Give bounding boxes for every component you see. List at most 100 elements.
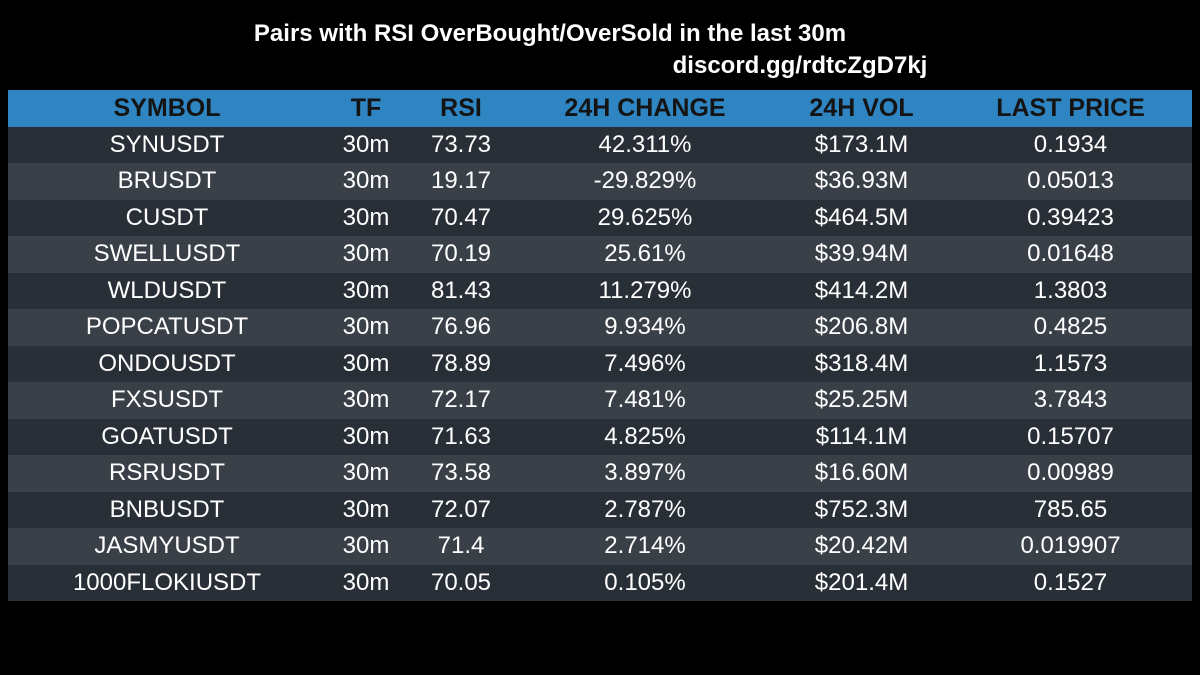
table-row: WLDUSDT 30m 81.43 11.279% $414.2M 1.3803 xyxy=(8,272,1192,309)
table-row: GOATUSDT 30m 71.63 4.825% $114.1M 0.15707 xyxy=(8,418,1192,455)
cell-vol: $318.4M xyxy=(814,349,909,377)
cell-vol: $20.42M xyxy=(814,532,909,560)
header-change: 24H CHANGE xyxy=(564,94,726,123)
cell-symbol: GOATUSDT xyxy=(101,422,233,450)
cell-price: 0.15707 xyxy=(1027,422,1114,450)
cell-tf: 30m xyxy=(342,386,390,414)
table-row: SWELLUSDT 30m 70.19 25.61% $39.94M 0.01648 xyxy=(8,236,1192,273)
table-row: FXSUSDT 30m 72.17 7.481% $25.25M 3.7843 xyxy=(8,382,1192,419)
cell-change: 2.787% xyxy=(604,495,686,523)
cell-rsi: 73.58 xyxy=(430,459,492,487)
cell-rsi: 70.05 xyxy=(430,568,492,596)
cell-rsi: 72.07 xyxy=(430,495,492,523)
cell-change: 25.61% xyxy=(604,240,686,268)
cell-price: 0.01648 xyxy=(1027,240,1114,268)
cell-symbol: SWELLUSDT xyxy=(93,240,241,268)
cell-symbol: 1000FLOKIUSDT xyxy=(72,568,262,596)
cell-rsi: 70.19 xyxy=(430,240,492,268)
table-row: SYNUSDT 30m 73.73 42.311% $173.1M 0.1934 xyxy=(8,126,1192,163)
cell-rsi: 73.73 xyxy=(430,130,492,158)
cell-vol: $201.4M xyxy=(814,568,909,596)
cell-change: 29.625% xyxy=(597,203,693,231)
cell-rsi: 70.47 xyxy=(430,203,492,231)
cell-tf: 30m xyxy=(342,532,390,560)
cell-tf: 30m xyxy=(342,203,390,231)
cell-symbol: CUSDT xyxy=(125,203,209,231)
cell-vol: $39.94M xyxy=(814,240,909,268)
cell-vol: $414.2M xyxy=(814,276,909,304)
cell-price: 1.1573 xyxy=(1033,349,1108,377)
cell-price: 0.1934 xyxy=(1033,130,1108,158)
cell-vol: $36.93M xyxy=(814,167,909,195)
cell-symbol: WLDUSDT xyxy=(107,276,227,304)
cell-change: 2.714% xyxy=(604,532,686,560)
cell-vol: $16.60M xyxy=(814,459,909,487)
cell-vol: $114.1M xyxy=(815,422,908,450)
cell-tf: 30m xyxy=(342,167,390,195)
cell-rsi: 19.17 xyxy=(430,167,492,195)
header-symbol: SYMBOL xyxy=(113,94,221,123)
cell-change: 7.481% xyxy=(604,386,686,414)
cell-symbol: FXSUSDT xyxy=(110,386,223,414)
page-title: Pairs with RSI OverBought/OverSold in th… xyxy=(253,20,847,47)
cell-symbol: SYNUSDT xyxy=(109,130,225,158)
cell-change: 7.496% xyxy=(604,349,686,377)
table-row: POPCATUSDT 30m 76.96 9.934% $206.8M 0.4825 xyxy=(8,309,1192,346)
cell-change: -29.829% xyxy=(593,167,697,195)
cell-change: 9.934% xyxy=(604,313,686,341)
cell-vol: $206.8M xyxy=(814,313,909,341)
cell-vol: $752.3M xyxy=(814,495,909,523)
cell-rsi: 76.96 xyxy=(430,313,492,341)
cell-price: 0.05013 xyxy=(1027,167,1114,195)
cell-symbol: POPCATUSDT xyxy=(85,313,249,341)
discord-link[interactable]: discord.gg/rdtcZgD7kj xyxy=(672,52,928,79)
cell-symbol: RSRUSDT xyxy=(108,459,225,487)
table-row: CUSDT 30m 70.47 29.625% $464.5M 0.39423 xyxy=(8,199,1192,236)
header-vol: 24H VOL xyxy=(809,94,914,123)
cell-price: 1.3803 xyxy=(1033,276,1108,304)
cell-tf: 30m xyxy=(342,568,390,596)
table-row: ONDOUSDT 30m 78.89 7.496% $318.4M 1.1573 xyxy=(8,345,1192,382)
cell-tf: 30m xyxy=(342,459,390,487)
cell-rsi: 78.89 xyxy=(430,349,492,377)
cell-change: 4.825% xyxy=(604,422,686,450)
header-tf: TF xyxy=(350,94,382,123)
cell-tf: 30m xyxy=(342,130,390,158)
table-row: BNBUSDT 30m 72.07 2.787% $752.3M 785.65 xyxy=(8,491,1192,528)
table-header: SYMBOL TF RSI 24H CHANGE 24H VOL LAST PR… xyxy=(8,90,1192,127)
cell-price: 785.65 xyxy=(1033,495,1108,523)
cell-tf: 30m xyxy=(342,422,390,450)
cell-change: 42.311% xyxy=(598,130,692,158)
table-row: 1000FLOKIUSDT 30m 70.05 0.105% $201.4M 0.1527 xyxy=(8,564,1192,601)
cell-rsi: 71.63 xyxy=(430,422,492,450)
cell-symbol: JASMYUSDT xyxy=(94,532,240,560)
cell-vol: $173.1M xyxy=(814,130,909,158)
table-row: RSRUSDT 30m 73.58 3.897% $16.60M 0.00989 xyxy=(8,455,1192,492)
cell-tf: 30m xyxy=(342,276,390,304)
cell-tf: 30m xyxy=(342,349,390,377)
cell-price: 0.019907 xyxy=(1020,532,1121,560)
cell-price: 0.00989 xyxy=(1027,459,1114,487)
cell-change: 0.105% xyxy=(604,568,686,596)
cell-symbol: BRUSDT xyxy=(117,167,217,195)
cell-price: 0.4825 xyxy=(1033,313,1108,341)
cell-price: 3.7843 xyxy=(1033,386,1108,414)
cell-change: 11.279% xyxy=(598,276,692,304)
table-row: BRUSDT 30m 19.17 -29.829% $36.93M 0.05013 xyxy=(8,163,1192,200)
header-rsi: RSI xyxy=(440,94,482,123)
cell-rsi: 81.43 xyxy=(430,276,492,304)
cell-rsi: 72.17 xyxy=(430,386,492,414)
cell-tf: 30m xyxy=(342,240,390,268)
rsi-table: SYMBOL TF RSI 24H CHANGE 24H VOL LAST PR… xyxy=(8,90,1192,601)
table-row: JASMYUSDT 30m 71.4 2.714% $20.42M 0.019907 xyxy=(8,528,1192,565)
cell-vol: $464.5M xyxy=(814,203,909,231)
cell-symbol: ONDOUSDT xyxy=(98,349,236,377)
cell-change: 3.897% xyxy=(604,459,686,487)
cell-price: 0.39423 xyxy=(1027,203,1114,231)
cell-rsi: 71.4 xyxy=(437,532,485,560)
cell-symbol: BNBUSDT xyxy=(109,495,225,523)
cell-tf: 30m xyxy=(342,313,390,341)
cell-price: 0.1527 xyxy=(1033,568,1108,596)
table-body: SYNUSDT 30m 73.73 42.311% $173.1M 0.1934 BRUSD… xyxy=(8,126,1192,601)
cell-vol: $25.25M xyxy=(814,386,909,414)
